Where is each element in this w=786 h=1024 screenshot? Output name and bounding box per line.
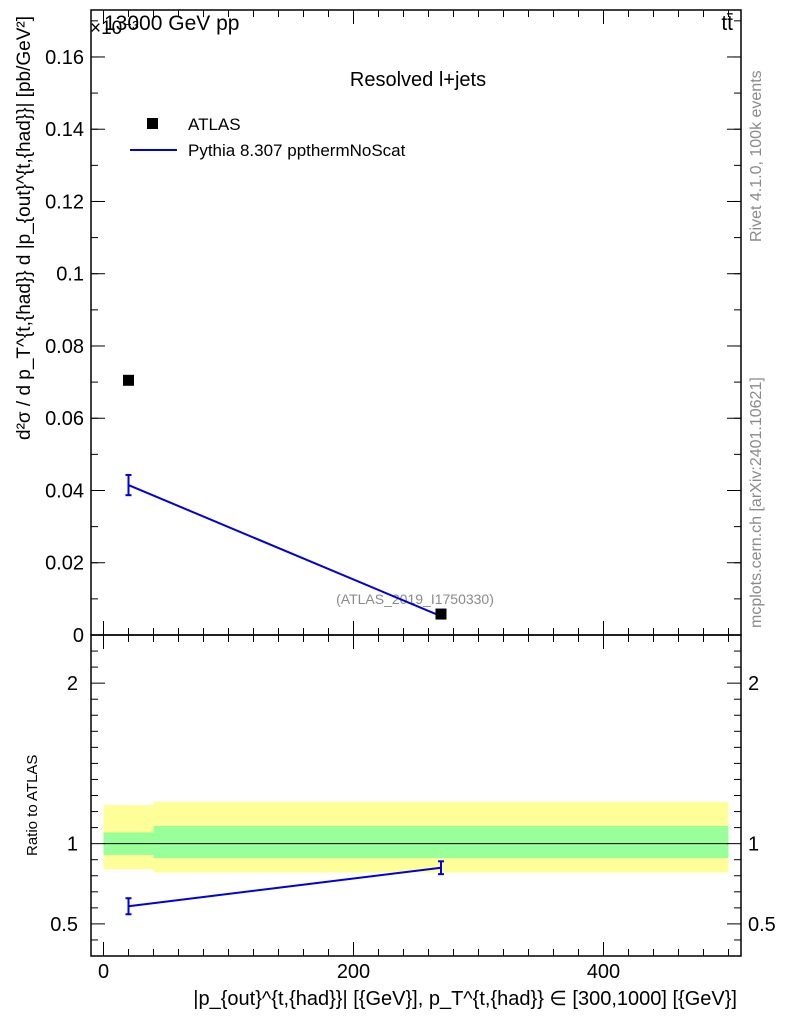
legend-atlas-label: ATLAS xyxy=(188,115,241,134)
rivet-version-label: Rivet 4.1.0, 100k events xyxy=(748,70,765,242)
main-ytick-label: 0.02 xyxy=(45,553,84,575)
ratio-ytick-label-left: 1 xyxy=(67,834,78,856)
main-ytick-label: 0.12 xyxy=(45,191,84,213)
main-ytick-label: 0.08 xyxy=(45,336,84,358)
mcplots-reference-label: mcplots.cern.ch [arXiv:2401.10621] xyxy=(748,377,765,628)
ratio-ytick-label-left: 2 xyxy=(67,673,78,695)
xtick-label: 0 xyxy=(98,961,109,983)
ratio-ytick-label-left: 0.5 xyxy=(50,914,78,936)
main-ytick-label: 0.14 xyxy=(45,119,84,141)
ratio-y-axis-label: Ratio to ATLAS xyxy=(24,755,41,856)
xtick-label: 200 xyxy=(337,961,370,983)
main-title: Resolved l+jets xyxy=(350,69,486,91)
main-panel: Resolved l+jets (ATLAS_2019_I1750330) d²… xyxy=(14,9,742,956)
main-ytick-label: 0.1 xyxy=(56,264,84,286)
ratio-ytick-label-right: 2 xyxy=(748,673,759,695)
main-ytick-label: 0.06 xyxy=(45,408,84,430)
ratio-frame xyxy=(90,634,742,957)
ratio-pythia-line xyxy=(128,866,442,908)
main-frame xyxy=(90,9,742,636)
ratio-ytick-label-right: 1 xyxy=(748,834,759,856)
y-axis-exponent: ×10⁻³ xyxy=(90,18,139,39)
header-process-label: tt̄ xyxy=(721,12,733,35)
pythia-line xyxy=(128,484,442,618)
main-ytick-label: 0 xyxy=(73,625,84,647)
header-energy-label: 13000 GeV pp xyxy=(104,12,239,35)
atlas-data-point xyxy=(123,374,134,386)
ratio-panel: Ratio to ATLAS |p_{out}^{t,{had}}| [{GeV… xyxy=(24,634,776,1010)
stat-uncertainty-band-1 xyxy=(153,825,729,859)
x-axis-label: |p_{out}^{t,{had}}| [{GeV}], p_T^{t,{had… xyxy=(193,988,737,1010)
legend: ATLAS Pythia 8.307 ppthermNoScat xyxy=(130,115,406,160)
legend-pythia-label: Pythia 8.307 ppthermNoScat xyxy=(188,141,406,160)
main-ytick-label: 0.16 xyxy=(45,47,84,69)
atlas-data-point xyxy=(435,608,447,620)
analysis-watermark: (ATLAS_2019_I1750330) xyxy=(336,591,494,607)
ratio-ytick-label-right: 0.5 xyxy=(748,914,776,936)
legend-atlas-marker xyxy=(147,118,158,129)
main-y-axis-label: d²σ / d p_T^{t,{had}} d |p_{out}^{t,{had… xyxy=(14,16,35,440)
main-ytick-label: 0.04 xyxy=(45,480,84,502)
xtick-label: 400 xyxy=(587,961,620,983)
